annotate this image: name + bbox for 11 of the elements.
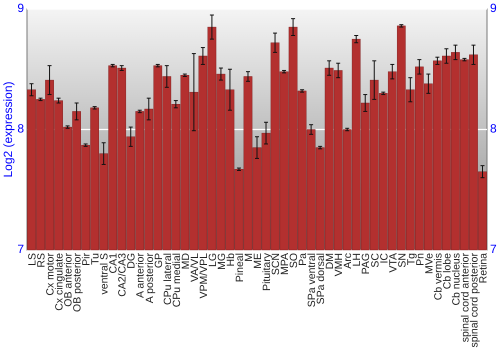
x-tick-label: OB posterior: [72, 252, 84, 312]
y-tick-label: 8: [17, 122, 24, 136]
y2-tick-label: 9: [490, 1, 497, 16]
x-tick-label: RS: [36, 253, 48, 268]
y2-tick-label: 8: [490, 122, 497, 136]
y-axis-title: Log2 (expression): [1, 81, 15, 178]
x-tick-label: Pituitary: [261, 252, 274, 291]
y2-tick-label: 7: [490, 242, 497, 256]
y-tick-label: 9: [17, 1, 24, 16]
y-tick-label: 7: [17, 242, 24, 256]
x-tick-label: ME: [252, 253, 264, 269]
